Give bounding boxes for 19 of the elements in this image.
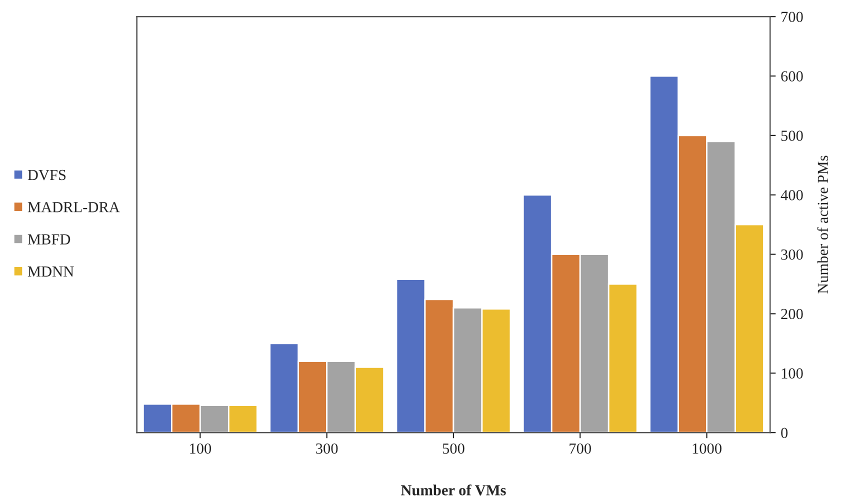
y2-tick-label: 700 (782, 12, 803, 22)
x-tick-label: 100 (190, 443, 212, 454)
x-tick-label: 1000 (692, 443, 722, 454)
x-tick-label: 300 (316, 443, 338, 454)
x-tick-label: 500 (442, 443, 464, 454)
y2-tick-label: 200 (781, 308, 803, 320)
y2-tick-label: 400 (780, 190, 803, 200)
y2-tick-label: 0 (781, 428, 788, 438)
x-axis-title: Number of VMs (400, 484, 506, 496)
x-tick-label: 700 (570, 443, 591, 454)
y2-axis-title: Number of active PMs (817, 156, 828, 294)
y2-tick-label: 500 (781, 130, 803, 141)
y2-tick-label: 600 (781, 71, 803, 82)
legend-label: MBFD (28, 234, 70, 244)
legend-label: MADRL-DRA (28, 202, 120, 212)
legend-label: DVFS (28, 170, 66, 180)
y2-tick-label: 300 (781, 249, 803, 260)
y2-tick-label: 100 (782, 368, 803, 379)
legend-label: MDNN (28, 266, 74, 277)
